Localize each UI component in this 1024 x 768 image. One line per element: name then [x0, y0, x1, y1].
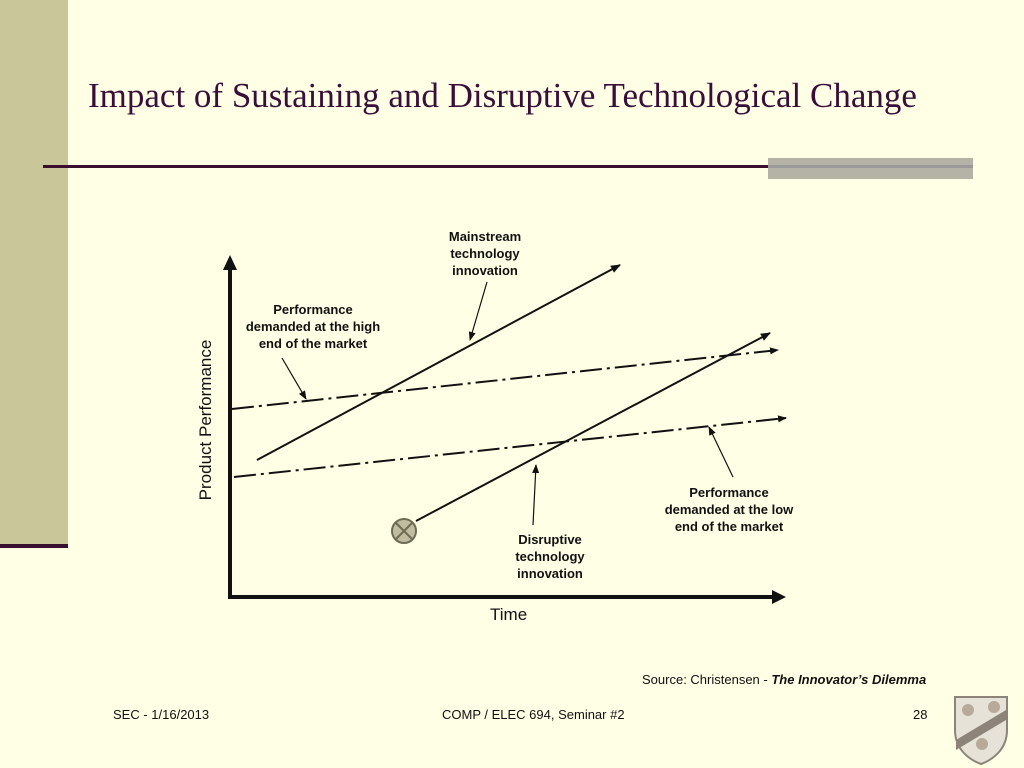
high-end-label: Performance demanded at the high end of …	[245, 302, 381, 351]
high-end-pointer	[281, 357, 307, 400]
rice-crest-icon	[954, 696, 1008, 766]
left-accent-rule	[0, 544, 68, 548]
title-shade-block	[768, 158, 973, 179]
page-number: 28	[913, 707, 928, 722]
mainstream-technology-line	[256, 264, 621, 461]
title-rule	[43, 165, 973, 168]
footer-date: SEC - 1/16/2013	[113, 707, 210, 722]
disruptive-technology-line	[415, 332, 771, 522]
title-shade-line	[768, 165, 973, 168]
source-prefix: Source: Christensen -	[642, 672, 772, 687]
circle-x-icon	[391, 518, 417, 544]
high-end-demand-line	[231, 347, 779, 410]
mainstream-label: Mainstream technology innovation	[448, 229, 522, 278]
x-axis-arrow	[772, 590, 786, 604]
source-citation: Source: Christensen - The Innovator’s Di…	[642, 672, 926, 687]
footer-course: COMP / ELEC 694, Seminar #2	[442, 707, 625, 722]
low-end-pointer	[708, 426, 734, 478]
low-end-label: Performance demanded at the low end of t…	[664, 485, 794, 534]
slide-title: Impact of Sustaining and Disruptive Tech…	[88, 76, 917, 115]
left-accent-bar	[0, 0, 68, 545]
y-axis-arrow	[223, 255, 237, 270]
disruptive-pointer	[532, 464, 540, 526]
source-book-title: The Innovator’s Dilemma	[771, 672, 927, 687]
disruptive-label: Disruptive technology innovation	[515, 532, 585, 581]
mainstream-pointer	[468, 281, 488, 341]
low-end-demand-line	[233, 415, 787, 478]
y-axis-label: Product Performance	[196, 339, 215, 501]
x-axis-label: Time	[490, 605, 528, 624]
